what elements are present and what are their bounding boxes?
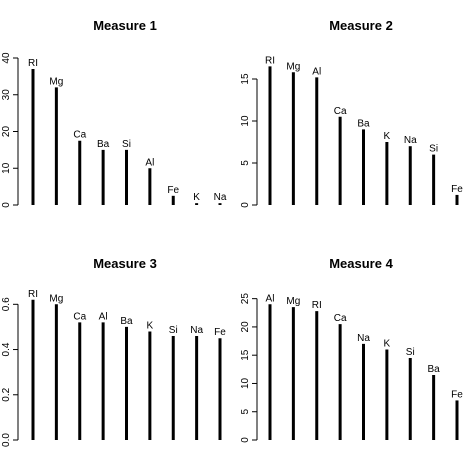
chart-panel-2: Measure 2 0 5 10 15 RI Mg Al Ca Ba K Na Si Fe <box>240 18 463 208</box>
bar-label: Al <box>99 311 108 322</box>
bar-label: Ca <box>334 313 347 324</box>
chart-title: Measure 2 <box>329 18 393 33</box>
bar-label: Si <box>169 325 178 336</box>
y-tick-label: 0.6 <box>1 297 12 311</box>
y-tick-label: 10 <box>240 115 251 127</box>
chart-title: Measure 1 <box>93 18 157 33</box>
y-tick-label: 0.2 <box>1 387 12 401</box>
bar-label: Fe <box>167 185 179 196</box>
bar-label: Al <box>266 293 275 304</box>
bar-label: Fe <box>451 389 463 400</box>
bar-label: Al <box>145 157 154 168</box>
y-tick-label: 25 <box>240 293 251 305</box>
bar-label: Ca <box>73 311 86 322</box>
y-tick-label: 0 <box>240 437 251 443</box>
y-tick-label: 40 <box>1 52 12 64</box>
y-tick-label: 30 <box>1 89 12 101</box>
bar-label: K <box>147 320 154 331</box>
bar-label: Ba <box>120 316 133 327</box>
bar-label: Si <box>406 347 415 358</box>
y-tick-label: 5 <box>240 409 251 415</box>
chart-title: Measure 4 <box>329 256 393 271</box>
y-tick-label: 5 <box>240 160 251 166</box>
y-tick-label: 10 <box>240 377 251 389</box>
y-tick-label: 0 <box>240 202 251 208</box>
bar-label: RI <box>265 55 275 66</box>
chart-panel-3: Measure 3 0.0 0.2 0.4 0.6 RI Mg Ca Al Ba K Si Na Fe <box>1 256 226 447</box>
bar-label: Ca <box>334 106 347 117</box>
bar-label: Mg <box>286 296 300 307</box>
bar-label: Na <box>404 135 417 146</box>
y-tick-label: 10 <box>1 162 12 174</box>
bar-label: Mg <box>49 293 63 304</box>
bar-label: K <box>384 131 391 142</box>
bar-label: RI <box>312 300 322 311</box>
y-tick-label: 0.0 <box>1 433 12 447</box>
chart-panel-1: Measure 1 0 10 20 30 40 RI Mg Ca Ba Si Al Fe K Na <box>1 18 227 208</box>
y-tick-label: 0.4 <box>1 342 12 356</box>
bar-label: RI <box>28 58 38 69</box>
bar-label: Ba <box>97 139 110 150</box>
bar-label: RI <box>28 289 38 300</box>
bar-label: Si <box>429 144 438 155</box>
y-tick-label: 15 <box>240 73 251 85</box>
y-tick-label: 20 <box>240 321 251 333</box>
bar-label: Na <box>190 325 203 336</box>
bar-label: Na <box>357 333 370 344</box>
bar-label: Mg <box>49 76 63 87</box>
chart-panel-4: Measure 4 0 5 10 15 20 25 Al Mg RI Ca Na K Si Ba Fe <box>240 256 463 443</box>
bar-label: Si <box>122 139 131 150</box>
y-tick-label: 15 <box>240 349 251 361</box>
bar-label: Mg <box>286 61 300 72</box>
bar-label: Ba <box>428 364 441 375</box>
y-tick-label: 20 <box>1 126 12 138</box>
bar-label: K <box>384 339 391 350</box>
bar-label: Al <box>312 66 321 77</box>
bar-label: Ba <box>357 118 370 129</box>
bar-label: Na <box>214 192 227 203</box>
bar-label: Ca <box>73 130 86 141</box>
y-tick-label: 0 <box>1 202 12 208</box>
bar-label: K <box>193 192 200 203</box>
bar-label: Fe <box>214 327 226 338</box>
chart-title: Measure 3 <box>93 256 157 271</box>
bar-label: Fe <box>451 184 463 195</box>
